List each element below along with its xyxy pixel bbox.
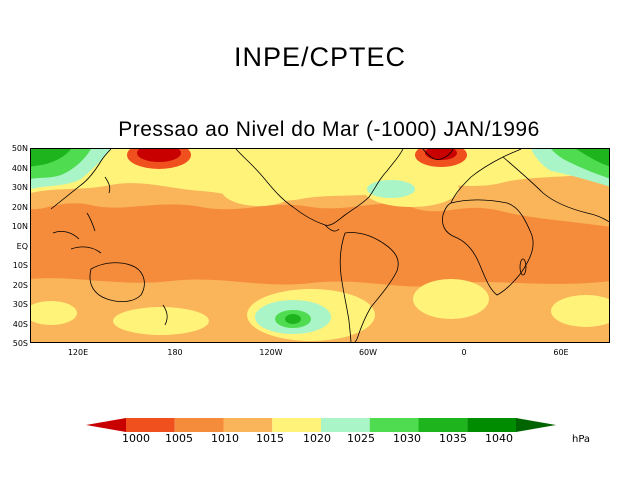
colorbar-level: 1015 — [256, 432, 284, 445]
lon-label: 120W — [259, 348, 283, 357]
south-pacific-high-peak — [285, 314, 301, 324]
colorbar-arrow-high — [516, 418, 556, 432]
colorbar-level: 1000 — [122, 432, 150, 445]
colorbar-level: 1040 — [485, 432, 513, 445]
lon-label: 120E — [67, 348, 89, 357]
lat-label: 20S — [12, 281, 28, 290]
colorbar-level: 1010 — [211, 432, 239, 445]
colorbar — [86, 418, 556, 432]
colorbar-arrow-low — [86, 418, 126, 432]
pressure-map-svg — [31, 149, 609, 342]
lat-label: 40S — [12, 320, 28, 329]
north-pacific-high — [221, 172, 297, 206]
lat-label: 50N — [11, 144, 28, 153]
lat-label: 30N — [11, 183, 28, 192]
lat-label: EQ — [16, 242, 28, 251]
lat-label: 50S — [12, 339, 28, 348]
lat-label: 20N — [11, 203, 28, 212]
colorbar-segment — [369, 418, 419, 432]
lon-label: 0 — [461, 348, 467, 357]
lat-label: 10S — [12, 261, 28, 270]
lat-label: 30S — [12, 300, 28, 309]
map-title: Pressao ao Nivel do Mar (-1000) JAN/1996 — [118, 118, 540, 141]
colorbar-segment — [467, 418, 516, 432]
lon-label: 60W — [358, 348, 378, 357]
colorbar-segment — [272, 418, 321, 432]
azores-high-core — [367, 180, 415, 198]
colorbar-segment — [223, 418, 273, 432]
colorbar-level: 1030 — [393, 432, 421, 445]
south-atlantic-high — [413, 279, 489, 319]
colorbar-segment — [418, 418, 468, 432]
lon-label: 180 — [167, 348, 183, 357]
colorbar-segment — [321, 418, 370, 432]
south-tasman-high — [113, 307, 209, 335]
coastlines — [50, 149, 609, 342]
colorbar-level: 1025 — [347, 432, 375, 445]
south-indian-high-west — [31, 301, 77, 325]
colorbar-level: 1005 — [165, 432, 193, 445]
lat-label: 40N — [11, 164, 28, 173]
colorbar-level: 1035 — [439, 432, 467, 445]
colorbar-segment — [126, 418, 175, 432]
pressure-map — [30, 148, 610, 343]
lat-label: 10N — [11, 222, 28, 231]
siberian-high-core — [31, 149, 71, 167]
lon-label: 60E — [553, 348, 569, 357]
colorbar-segment — [174, 418, 224, 432]
aleutian-low — [137, 149, 181, 162]
colorbar-level: 1020 — [303, 432, 331, 445]
organization-title: INPE/CPTEC — [233, 42, 407, 72]
indian-ocean-high — [551, 295, 609, 327]
icelandic-low — [425, 149, 457, 160]
unit-label: hPa — [572, 434, 591, 445]
asia-high-core — [576, 149, 609, 167]
